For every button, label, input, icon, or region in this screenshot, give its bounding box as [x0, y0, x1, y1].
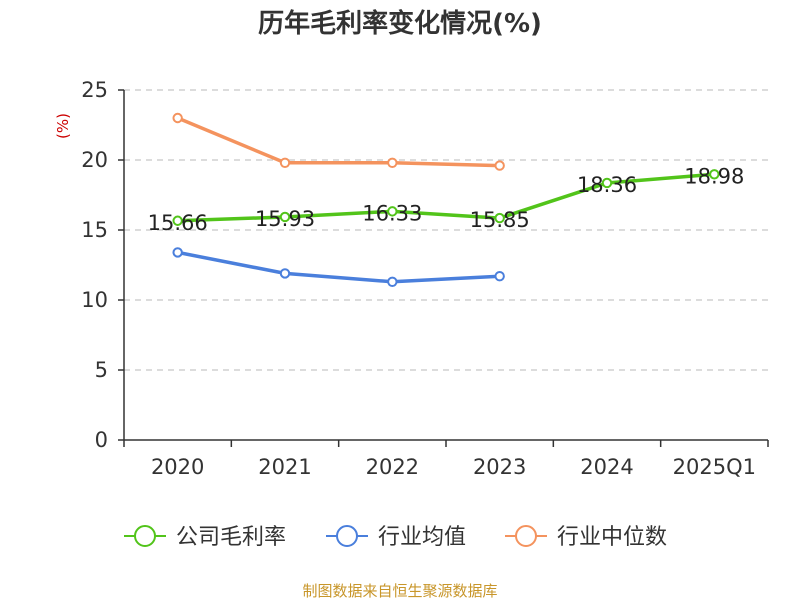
y-tick-label: 20 — [81, 148, 108, 172]
series-line — [175, 116, 502, 168]
data-point[interactable] — [709, 169, 720, 180]
data-point[interactable] — [494, 212, 505, 224]
data-point[interactable] — [172, 112, 183, 124]
x-tick-label: 2022 — [366, 455, 419, 479]
data-labels: 15.66 15.93 16.33 15.85 18.36 18.98 — [148, 164, 745, 234]
series-line — [175, 172, 717, 223]
data-label: 15.93 — [255, 207, 315, 231]
series-line — [175, 250, 502, 284]
series — [172, 112, 720, 287]
data-point[interactable] — [494, 160, 505, 171]
grid — [124, 89, 768, 371]
y-axis-unit: (%) — [54, 113, 72, 139]
data-point[interactable] — [279, 211, 291, 223]
y-tick-label: 0 — [95, 428, 108, 452]
data-point[interactable] — [279, 157, 291, 169]
data-label: 16.33 — [362, 201, 422, 225]
data-label: 18.36 — [577, 173, 637, 197]
data-point[interactable] — [279, 268, 291, 279]
data-point[interactable] — [494, 271, 505, 282]
series-2 — [172, 247, 505, 287]
series-3 — [172, 112, 505, 171]
y-tick-label: 25 — [81, 78, 108, 102]
x-tick-label: 2020 — [151, 455, 204, 479]
legend-item-2[interactable]: 行业均值 — [326, 525, 466, 550]
x-tick-label: 2025Q1 — [673, 455, 756, 479]
data-point[interactable] — [172, 215, 183, 226]
legend-label: 行业均值 — [378, 525, 466, 550]
legend-label: 行业中位数 — [557, 525, 667, 550]
data-label: 15.85 — [470, 208, 530, 232]
x-tick-label: 2023 — [473, 455, 526, 479]
x-tick-label: 2021 — [258, 455, 311, 479]
legend-item-3[interactable]: 行业中位数 — [505, 525, 667, 550]
data-point[interactable] — [387, 206, 398, 217]
data-label: 18.98 — [684, 164, 744, 188]
legend-marker — [134, 525, 156, 547]
legend-marker — [515, 525, 537, 547]
y-tick-label: 5 — [95, 358, 108, 382]
y-tick-label: 10 — [81, 288, 108, 312]
axes: 0 5 10 15 20 25 2020 2021 2022 2023 2024 2025Q1 — [81, 78, 769, 479]
data-point[interactable] — [172, 247, 183, 258]
series-1 — [172, 169, 720, 226]
legend-marker — [336, 525, 358, 547]
data-point[interactable] — [387, 157, 398, 169]
data-point[interactable] — [601, 177, 613, 189]
legend-item-1[interactable]: 公司毛利率 — [124, 525, 286, 550]
x-tick-label: 2024 — [580, 455, 633, 479]
legend-label: 公司毛利率 — [176, 525, 286, 550]
legend[interactable]: 公司毛利率 行业均值 行业中位数 — [124, 525, 667, 550]
data-label: 15.66 — [148, 211, 208, 235]
y-tick-label: 15 — [81, 218, 108, 242]
chart-title: 历年毛利率变化情况(%) — [258, 8, 542, 39]
data-point[interactable] — [387, 276, 398, 287]
source-note: 制图数据来自恒生聚源数据库 — [302, 582, 497, 600]
